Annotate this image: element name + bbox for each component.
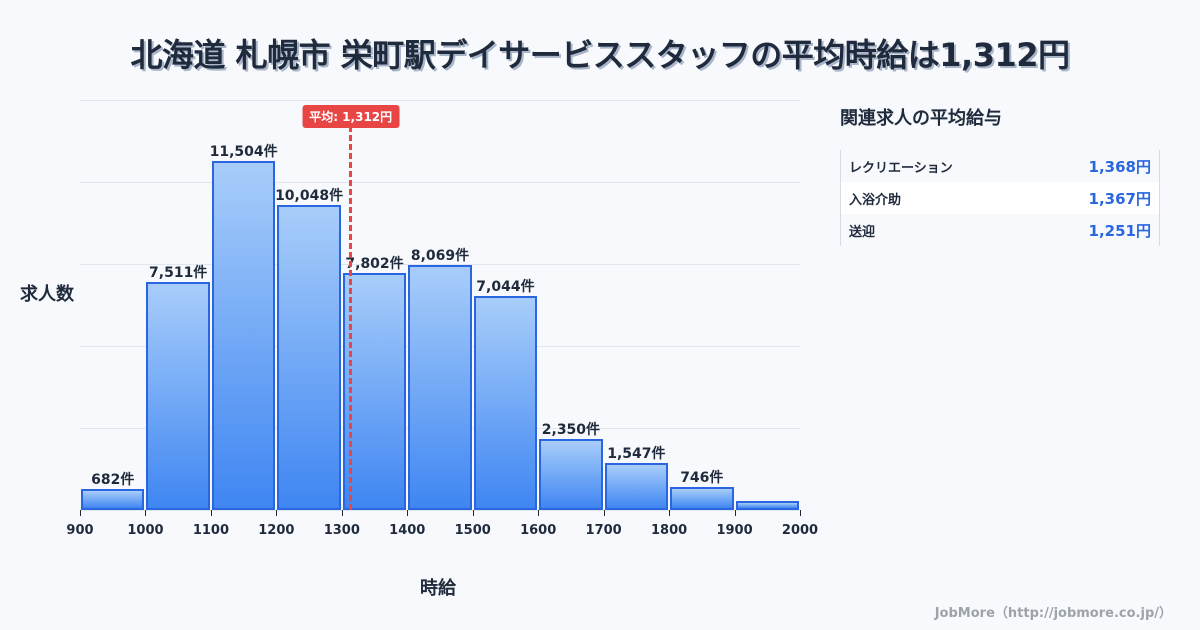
bar-value-label: 1,547件 [607, 446, 666, 463]
gridline [80, 100, 800, 101]
baseline [80, 510, 800, 511]
x-tick [80, 510, 81, 516]
job-category-name: レクリエーション [849, 160, 953, 176]
x-tick [145, 510, 147, 516]
x-tick-label: 2000 [781, 523, 819, 538]
gridline [80, 264, 800, 265]
bar-value-label: 7,802件 [345, 256, 404, 273]
page-title: 北海道 札幌市 栄町駅デイサービススタッフの平均時給は1,312円 [130, 36, 1070, 74]
histogram-bar [342, 273, 407, 510]
x-tick-label: 1300 [323, 523, 360, 538]
x-tick-label: 1200 [258, 523, 295, 538]
x-tick-label: 1600 [520, 523, 557, 538]
histogram-bar [735, 500, 799, 510]
bar-value-label: 8,069件 [410, 247, 470, 264]
bar-value-label: 682件 [91, 472, 135, 489]
x-tick [538, 510, 540, 516]
x-tick-label: 1400 [389, 523, 426, 538]
job-category-name: 入浴介助 [849, 192, 902, 208]
histogram-bar [604, 463, 669, 510]
x-tick [603, 510, 605, 516]
source-credit: JobMore（http://jobmore.co.jp/） [934, 606, 1172, 621]
bar-value-label: 746件 [680, 470, 724, 487]
x-tick [276, 510, 278, 516]
x-tick [341, 510, 343, 516]
histogram-bar [539, 438, 603, 510]
related-salary-row: 送迎 1,251円 [841, 214, 1159, 246]
related-salary-table: レクリエーション 1,368円 入浴介助 1,367円 送迎 1,251円 [840, 150, 1160, 246]
x-tick-label: 900 [66, 523, 94, 538]
x-tick [669, 510, 671, 516]
related-salary-row: 入浴介助 1,367円 [841, 182, 1159, 214]
related-salary-row: レクリエーション 1,368円 [841, 150, 1159, 182]
x-tick-label: 1700 [585, 523, 622, 538]
histogram-bar [146, 281, 210, 510]
bar-value-label: 10,048件 [275, 187, 344, 204]
histogram-bar [473, 296, 538, 510]
x-tick [210, 510, 212, 516]
x-tick-label: 1800 [650, 523, 688, 538]
bar-value-label: 11,504件 [209, 143, 278, 160]
histogram-bar [408, 264, 472, 510]
job-category-salary: 1,368円 [1088, 157, 1151, 176]
bar-value-label: 7,044件 [476, 279, 535, 296]
x-tick [800, 510, 801, 516]
x-tick [734, 510, 736, 516]
job-category-name: 送迎 [849, 224, 876, 240]
x-axis-label: 時給 [420, 578, 456, 599]
bar-value-label: 7,511件 [149, 264, 208, 281]
job-category-salary: 1,251円 [1088, 221, 1151, 240]
job-category-salary: 1,367円 [1088, 189, 1151, 208]
gridline [80, 182, 800, 183]
x-tick [472, 510, 474, 516]
x-tick-label: 1000 [127, 523, 164, 538]
histogram-bar [670, 487, 734, 510]
x-tick [407, 510, 409, 516]
x-tick-label: 1100 [192, 523, 229, 538]
histogram-bar [211, 160, 276, 510]
histogram-bar [81, 489, 145, 510]
plot-area: 682件 7,511件 11,504件 10,048件 7,802件 8,069件 7,04… [66, 100, 818, 538]
average-badge: 平均: 1,312円 [302, 105, 400, 128]
average-line [348, 126, 352, 510]
x-tick-label: 1500 [454, 523, 491, 538]
related-salary-panel: 関連求人の平均給与 レクリエーション 1,368円 入浴介助 1,367円 送迎… [840, 104, 1160, 246]
bar-value-label: 2,350件 [541, 421, 601, 438]
x-tick-label: 1900 [716, 523, 753, 538]
related-salary-title: 関連求人の平均給与 [840, 108, 1002, 129]
y-axis-label: 求人数 [20, 284, 74, 305]
histogram-bar [277, 204, 341, 510]
histogram-chart: 求人数 時給 682件 7,511件 11,504件 10,048件 7,802件 8,0… [20, 100, 818, 599]
